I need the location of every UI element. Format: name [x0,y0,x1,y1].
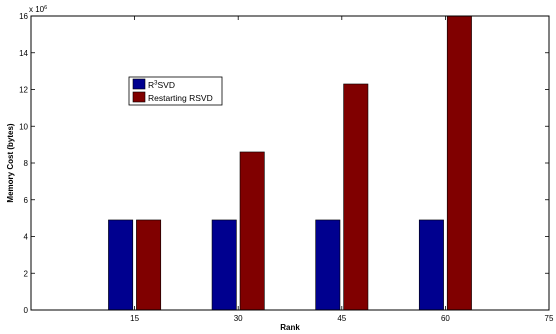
x-tick-label-15: 15 [130,314,139,323]
y-tick-label-4: 4 [24,233,29,242]
x-tick-label-60: 60 [441,314,450,323]
bar-series0-60 [418,219,444,311]
y-axis-label: Memory Cost (bytes) [6,123,15,202]
x-tick-label-45: 45 [337,314,346,323]
y-tick-label-0: 0 [24,306,29,315]
legend-superscript: 3 [154,81,158,87]
x-axis-ticks: 15 30 45 60 75 [130,16,554,323]
y-multiplier-exponent: 6 [44,5,47,11]
bar-series0-30 [211,219,237,311]
legend-label-restarting-rsvd: Restarting RSVD [148,93,213,103]
x-tick-label-75: 75 [545,314,554,323]
legend: R3SVD Restarting RSVD [128,76,223,106]
bar-series1-60 [446,15,472,311]
bar-series1-15 [136,219,162,311]
legend-label-r3svd: R3SVD [148,80,175,90]
y-tick-label-2: 2 [24,269,29,278]
y-tick-label-14: 14 [19,49,28,58]
y-tick-label-8: 8 [24,159,29,168]
x-axis-label: Rank [280,323,300,332]
x-tick-label-30: 30 [234,314,243,323]
y-multiplier: x 106 [29,5,47,14]
bar-series0-15 [108,219,134,311]
y-axis-ticks: 0 2 4 6 8 10 12 14 16 [19,12,549,315]
bar-series1-30 [239,151,265,311]
bars-group [108,15,472,311]
y-tick-label-6: 6 [24,196,29,205]
legend-swatch-r3svd [132,78,146,90]
y-tick-label-12: 12 [19,86,28,95]
y-tick-label-10: 10 [19,122,28,131]
bar-series0-45 [315,219,341,311]
bar-series1-45 [343,83,369,311]
y-tick-label-16: 16 [19,12,28,21]
legend-swatch-restarting-rsvd [132,91,146,103]
